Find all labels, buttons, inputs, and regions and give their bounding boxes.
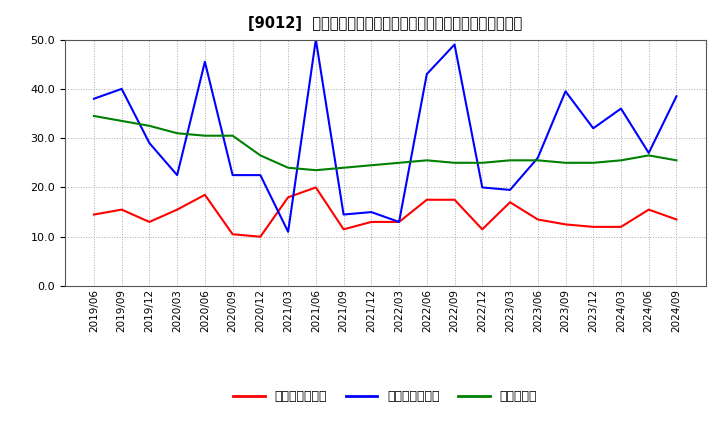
売上債権回転率 <box>644 207 653 212</box>
Legend: 売上債権回転率, 買入債務回転率, 在庫回転率: 売上債権回転率, 買入債務回転率, 在庫回転率 <box>228 385 542 408</box>
在庫回転率 <box>339 165 348 170</box>
在庫回転率 <box>117 118 126 124</box>
Line: 在庫回転率: 在庫回転率 <box>94 116 677 170</box>
在庫回転率 <box>173 131 181 136</box>
売上債権回転率 <box>395 219 403 224</box>
売上債権回転率 <box>672 217 681 222</box>
買入債務回転率 <box>589 126 598 131</box>
買入債務回転率 <box>505 187 514 193</box>
買入債務回転率 <box>423 71 431 77</box>
売上債権回転率 <box>339 227 348 232</box>
在庫回転率 <box>589 160 598 165</box>
買入債務回転率 <box>201 59 210 64</box>
売上債権回転率 <box>89 212 98 217</box>
買入債務回転率 <box>367 209 376 215</box>
買入債務回転率 <box>339 212 348 217</box>
売上債権回転率 <box>228 231 237 237</box>
売上債権回転率 <box>367 219 376 224</box>
売上債権回転率 <box>284 194 292 200</box>
売上債権回転率 <box>450 197 459 202</box>
在庫回転率 <box>423 158 431 163</box>
在庫回転率 <box>284 165 292 170</box>
売上債権回転率 <box>423 197 431 202</box>
在庫回転率 <box>312 168 320 173</box>
在庫回転率 <box>256 153 265 158</box>
買入債務回転率 <box>561 89 570 94</box>
在庫回転率 <box>534 158 542 163</box>
売上債権回転率 <box>505 200 514 205</box>
Line: 買入債務回転率: 買入債務回転率 <box>94 40 677 232</box>
買入債務回転率 <box>284 229 292 235</box>
在庫回転率 <box>672 158 681 163</box>
買入債務回転率 <box>145 140 154 146</box>
在庫回転率 <box>367 163 376 168</box>
買入債務回転率 <box>256 172 265 178</box>
Line: 売上債権回転率: 売上債権回転率 <box>94 187 677 237</box>
買入債務回転率 <box>478 185 487 190</box>
在庫回転率 <box>450 160 459 165</box>
売上債権回転率 <box>561 222 570 227</box>
在庫回転率 <box>616 158 625 163</box>
在庫回転率 <box>505 158 514 163</box>
買入債務回転率 <box>173 172 181 178</box>
売上債権回転率 <box>534 217 542 222</box>
在庫回転率 <box>395 160 403 165</box>
買入債務回転率 <box>89 96 98 101</box>
買入債務回転率 <box>534 155 542 161</box>
Title: [9012]  売上債権回転率、買入債務回転率、在庫回転率の推移: [9012] 売上債権回転率、買入債務回転率、在庫回転率の推移 <box>248 16 522 32</box>
売上債権回転率 <box>478 227 487 232</box>
買入債務回転率 <box>616 106 625 111</box>
買入債務回転率 <box>117 86 126 92</box>
在庫回転率 <box>89 114 98 119</box>
買入債務回転率 <box>312 37 320 42</box>
買入債務回転率 <box>395 219 403 224</box>
売上債権回転率 <box>312 185 320 190</box>
売上債権回転率 <box>256 234 265 239</box>
在庫回転率 <box>145 123 154 128</box>
買入債務回転率 <box>228 172 237 178</box>
在庫回転率 <box>228 133 237 138</box>
在庫回転率 <box>561 160 570 165</box>
売上債権回転率 <box>117 207 126 212</box>
売上債権回転率 <box>589 224 598 230</box>
売上債権回転率 <box>201 192 210 198</box>
買入債務回転率 <box>644 150 653 156</box>
買入債務回転率 <box>450 42 459 47</box>
売上債権回転率 <box>173 207 181 212</box>
在庫回転率 <box>644 153 653 158</box>
売上債権回転率 <box>145 219 154 224</box>
買入債務回転率 <box>672 94 681 99</box>
在庫回転率 <box>478 160 487 165</box>
在庫回転率 <box>201 133 210 138</box>
売上債権回転率 <box>616 224 625 230</box>
